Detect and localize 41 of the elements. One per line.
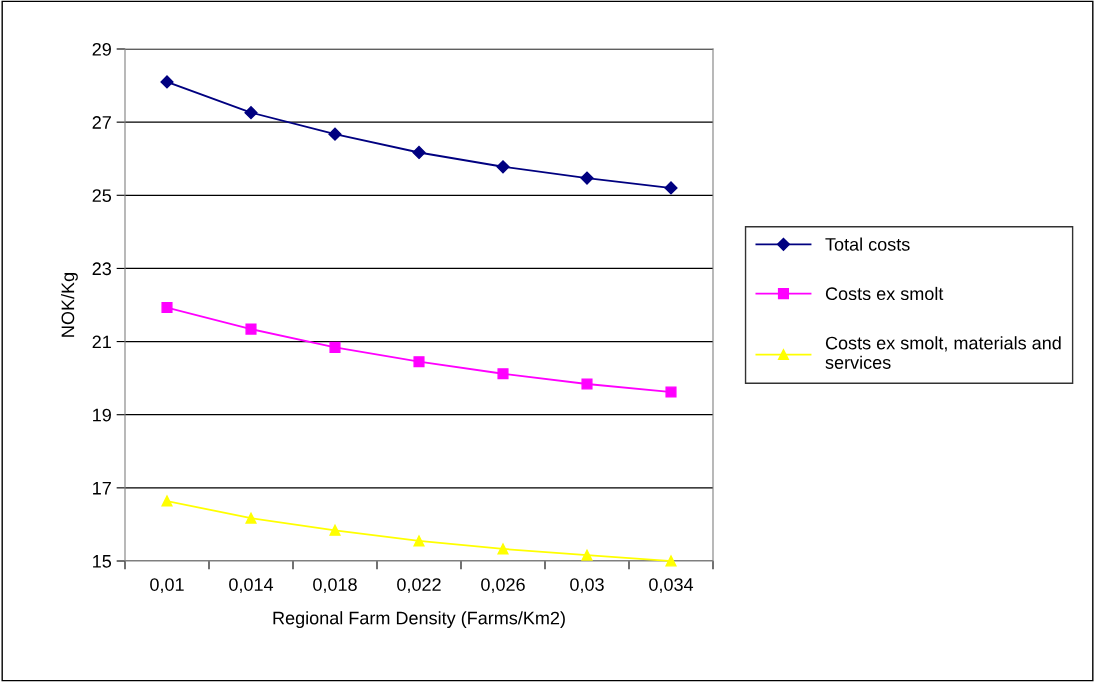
legend-label: Total costs — [825, 237, 910, 251]
legend-label: Costs ex smolt, materials and services — [825, 336, 1061, 369]
y-axis-title: NOK/Kg — [61, 273, 78, 337]
x-tick-label: 0,014 — [229, 578, 274, 594]
y-tick-label: 27 — [92, 116, 111, 129]
x-tick-label: 0,03 — [570, 578, 604, 594]
y-tick-label: 29 — [92, 42, 111, 56]
point — [413, 356, 425, 368]
point — [496, 160, 510, 174]
y-tick-label: 25 — [92, 189, 112, 203]
point — [497, 368, 509, 380]
y-tick-label: 19 — [93, 408, 111, 422]
x-tick-label: 0,018 — [313, 578, 357, 594]
point — [328, 127, 342, 141]
y-tick-label: 21 — [92, 335, 111, 349]
x-tick-label: 0,026 — [481, 578, 525, 594]
point — [412, 145, 426, 160]
y-tick-label: 17 — [93, 481, 111, 495]
x-tick-label: 0,022 — [397, 578, 441, 594]
point — [245, 323, 257, 335]
x-axis-title: Regional Farm Density (Farms/Km2) — [273, 611, 565, 628]
point — [161, 495, 173, 507]
point — [580, 171, 594, 185]
point — [581, 378, 593, 390]
point — [497, 543, 509, 555]
point — [665, 386, 677, 398]
point — [329, 341, 341, 353]
point — [161, 302, 173, 314]
point — [329, 524, 341, 536]
y-tick-label: 23 — [92, 262, 112, 276]
point — [664, 181, 678, 195]
point — [245, 512, 257, 524]
legend-label: Costs ex smolt — [825, 286, 944, 301]
x-tick-label: 0,034 — [649, 578, 694, 594]
y-tick-label: 15 — [93, 555, 112, 568]
point — [244, 106, 258, 120]
point — [665, 555, 677, 567]
point — [160, 75, 174, 89]
x-tick-label: 0,01 — [150, 578, 184, 594]
point — [581, 549, 593, 561]
point — [413, 535, 425, 547]
